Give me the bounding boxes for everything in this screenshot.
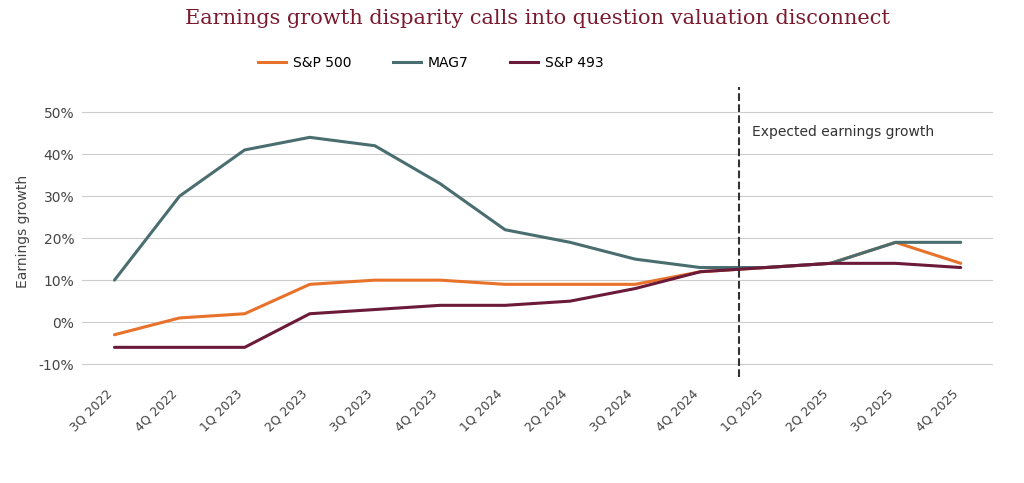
S&P 493 <box>109 344 121 350</box>
MAG7 <box>564 240 577 245</box>
S&P 493 <box>824 260 837 266</box>
Line: S&P 493: S&P 493 <box>115 263 961 347</box>
S&P 500 <box>629 282 641 287</box>
S&P 493 <box>629 285 641 291</box>
MAG7 <box>109 277 121 283</box>
S&P 493 <box>890 260 902 266</box>
MAG7 <box>499 227 511 233</box>
MAG7 <box>824 260 837 266</box>
S&P 500 <box>173 315 185 321</box>
MAG7 <box>629 256 641 262</box>
S&P 500 <box>369 277 381 283</box>
S&P 500 <box>759 265 772 270</box>
S&P 493 <box>694 269 707 275</box>
S&P 493 <box>173 344 185 350</box>
S&P 493 <box>369 307 381 313</box>
S&P 500 <box>824 260 837 266</box>
S&P 500 <box>303 282 315 287</box>
MAG7 <box>759 265 772 270</box>
S&P 500 <box>434 277 446 283</box>
Line: S&P 500: S&P 500 <box>115 242 961 335</box>
Text: Expected earnings growth: Expected earnings growth <box>753 125 935 139</box>
S&P 493 <box>499 302 511 308</box>
MAG7 <box>239 147 251 153</box>
S&P 493 <box>303 311 315 317</box>
S&P 500 <box>564 282 577 287</box>
Title: Earnings growth disparity calls into question valuation disconnect: Earnings growth disparity calls into que… <box>185 10 890 28</box>
S&P 493 <box>564 298 577 304</box>
Y-axis label: Earnings growth: Earnings growth <box>16 175 31 288</box>
S&P 500 <box>239 311 251 317</box>
S&P 500 <box>109 332 121 338</box>
S&P 500 <box>954 260 967 266</box>
MAG7 <box>369 143 381 149</box>
MAG7 <box>694 265 707 270</box>
S&P 493 <box>434 302 446 308</box>
Legend: S&P 500, MAG7, S&P 493: S&P 500, MAG7, S&P 493 <box>253 50 609 75</box>
S&P 493 <box>239 344 251 350</box>
MAG7 <box>954 240 967 245</box>
MAG7 <box>890 240 902 245</box>
S&P 493 <box>759 265 772 270</box>
S&P 500 <box>890 240 902 245</box>
MAG7 <box>173 193 185 199</box>
S&P 500 <box>694 269 707 275</box>
S&P 500 <box>499 282 511 287</box>
MAG7 <box>434 181 446 186</box>
Line: MAG7: MAG7 <box>115 137 961 280</box>
S&P 493 <box>954 265 967 270</box>
MAG7 <box>303 134 315 140</box>
